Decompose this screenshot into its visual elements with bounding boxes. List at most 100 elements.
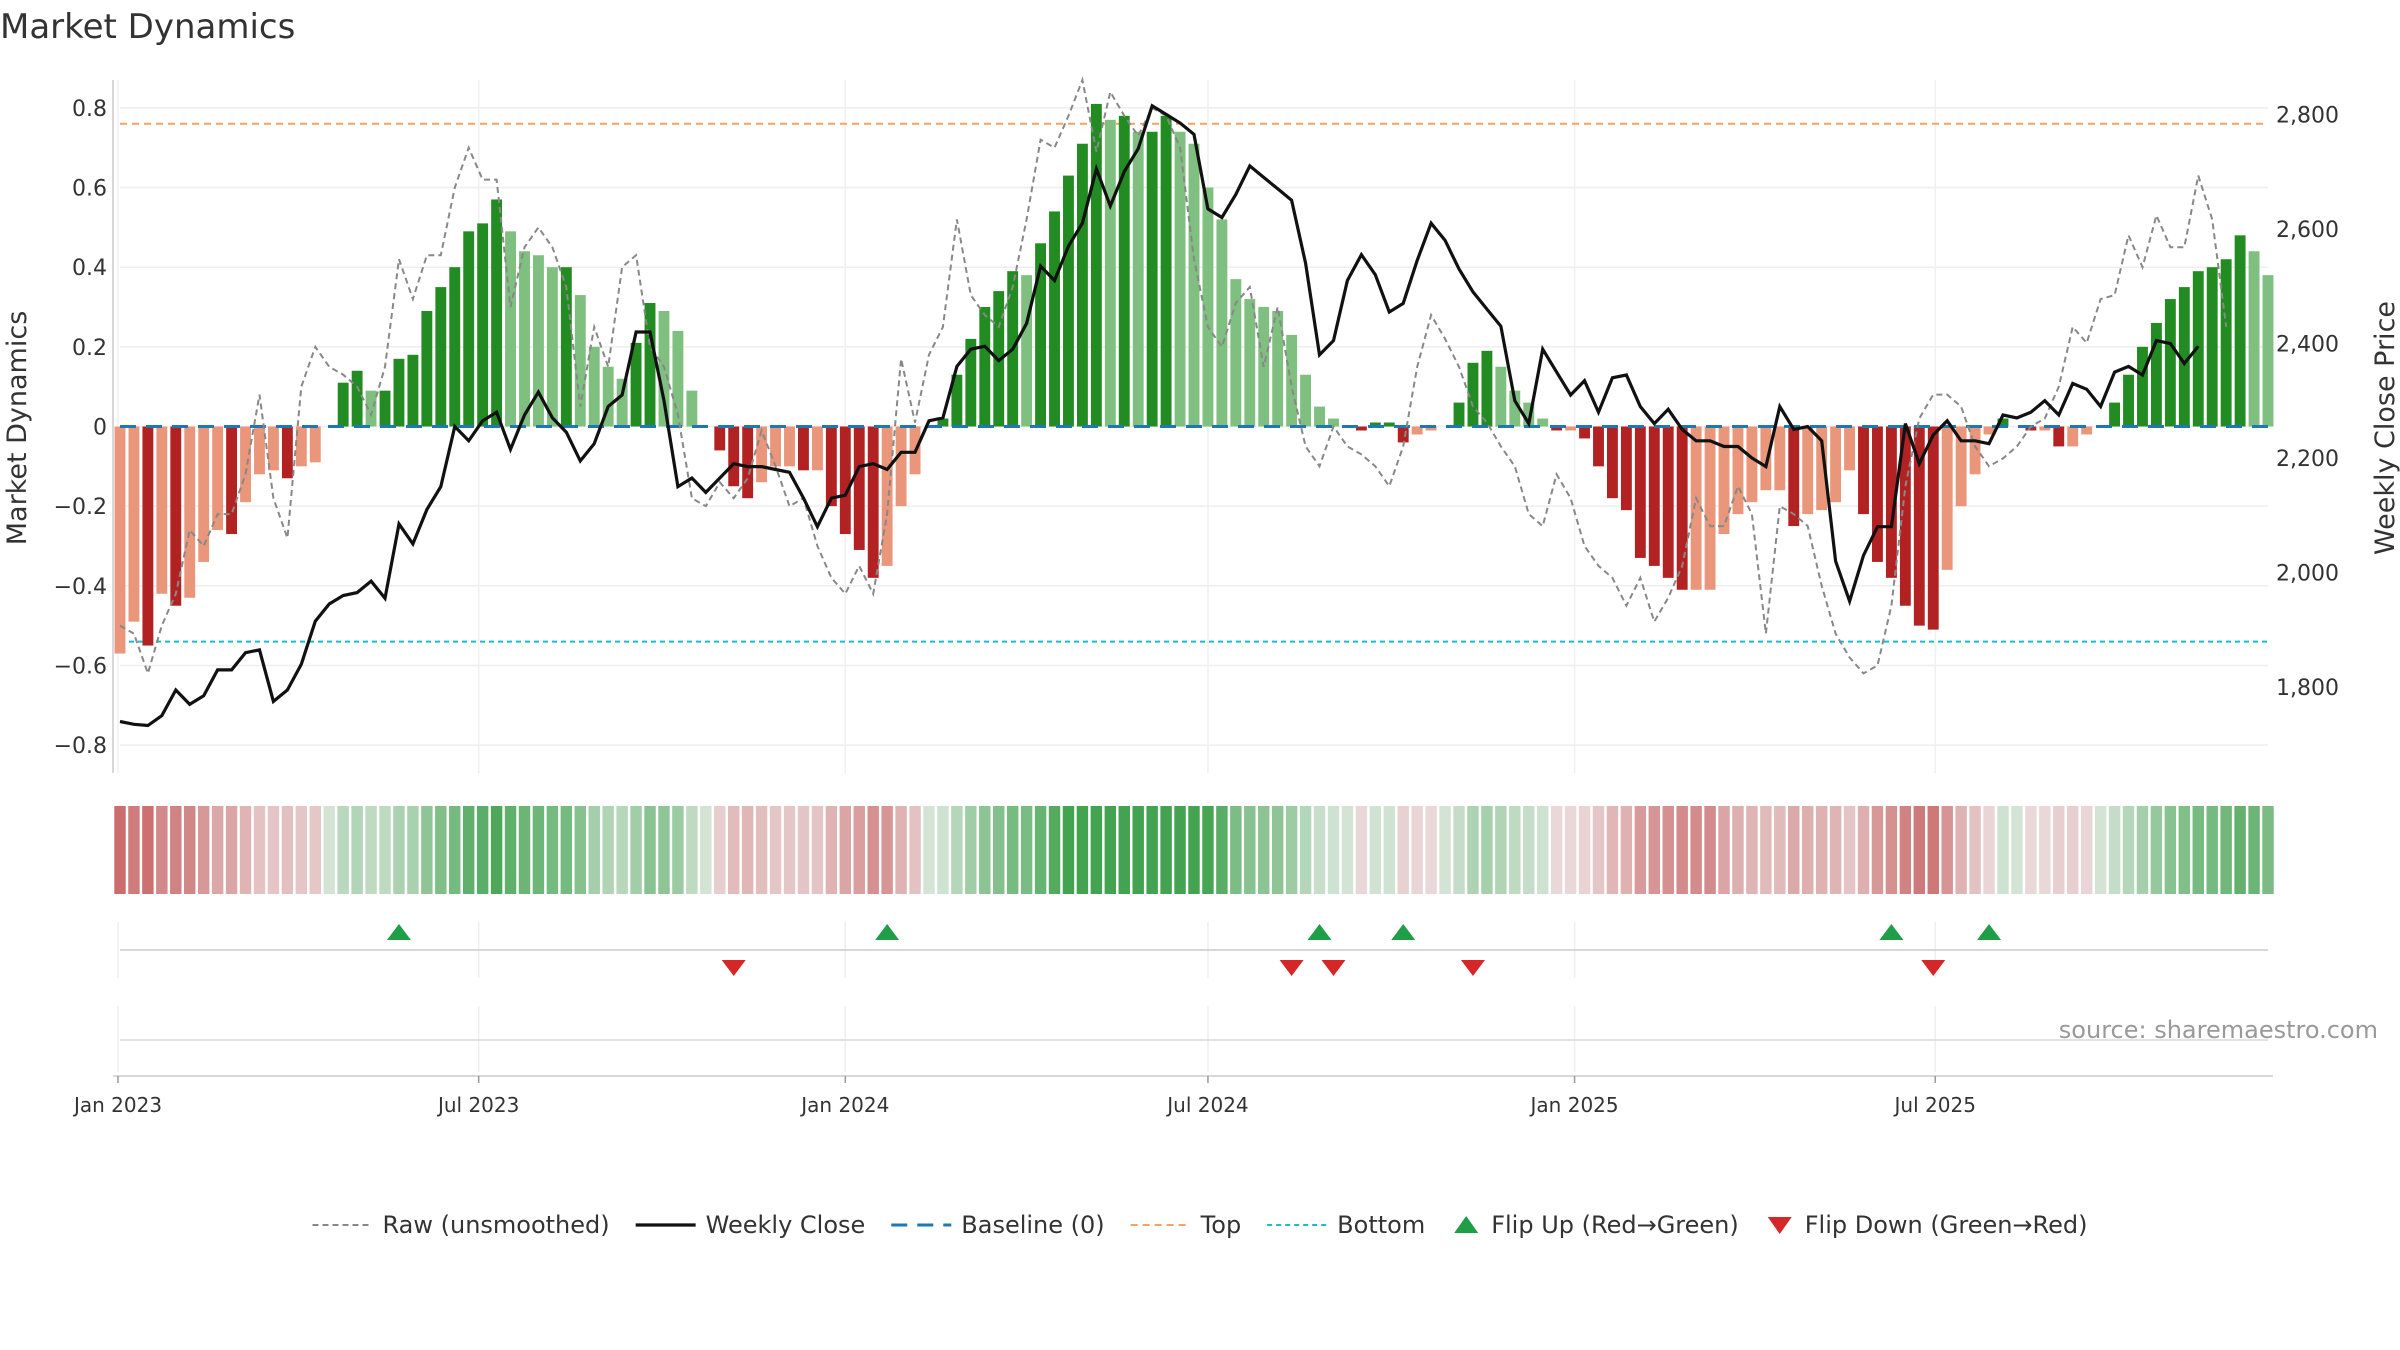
flip-up-marker [1879,924,1904,940]
source-credit: source: sharemaestro.com [2059,1016,2378,1044]
left-tick-label: −0.6 [54,654,107,679]
dynamics-bar [1146,131,1158,427]
dynamics-bar [1816,426,1828,511]
x-axis-ticks: Jan 2023 Jul 2023 Jan 2024 Jul 2024 Jan 2025… [72,1076,1976,1117]
heat-cell [1341,806,1354,894]
dynamics-bar [644,303,656,427]
legend-item-flipdown: Flip Down (Green→Red) [1767,1211,2088,1239]
flip-markers [386,924,2002,976]
heat-cell [616,806,628,894]
dynamics-bar [853,426,865,550]
legend-label: Flip Down (Green→Red) [1805,1211,2088,1239]
dynamics-bar [1425,426,1437,431]
dynamics-bar [1885,426,1897,578]
dynamics-bar [2178,287,2190,427]
dynamics-bar [1076,143,1088,427]
right-tick-label: 2,800 [2276,103,2339,128]
heat-cell [281,806,294,894]
dynamics-bar [895,426,907,507]
dynamics-bar [1132,131,1144,427]
heat-cell [1188,806,1200,894]
dynamics-bar [1230,279,1242,427]
heat-cell [1244,806,1256,894]
flip-down-marker [721,960,746,976]
heat-cell [909,806,921,894]
weekly-close-line [119,103,2200,728]
heat-cell [253,806,266,894]
heat-cell [1509,806,1521,894]
heat-cell [2164,806,2177,894]
dynamics-bar [881,426,893,566]
dynamics-bar [1495,366,1507,427]
heat-cell [1885,806,1898,894]
heat-cell [2039,806,2051,894]
left-tick-label: 0.6 [72,177,107,202]
dynamics-bar [1453,402,1465,427]
dynamics-bar [2220,259,2232,427]
dynamics-bar [114,426,126,654]
x-tick-label: Jan 2025 [1529,1093,1619,1117]
dynamics-bar [142,426,154,646]
heat-cell [2108,806,2121,894]
dynamics-bar [449,267,461,427]
legend-item-close: Weekly Close [635,1211,865,1239]
heat-cell [602,806,614,894]
heat-cell [365,806,377,894]
heat-cell [895,806,907,894]
heat-cell [1732,806,1744,894]
heat-cell [741,806,754,894]
dynamics-bar [226,426,238,535]
heat-cell [1048,806,1061,894]
heat-cell [1062,806,1075,894]
heat-cell [755,806,768,894]
heat-cell [2150,806,2163,894]
heat-cell [1411,806,1423,894]
dynamics-bar [784,426,795,467]
dynamics-bar [2039,426,2051,431]
dynamics-bar [2248,251,2260,427]
heat-cell [1104,806,1117,894]
flip-up-marker [386,924,411,940]
heat-cell [881,806,893,894]
right-axis-label: Weekly Close Price [2370,301,2400,555]
heat-cell [1076,806,1089,894]
heat-cell [1327,806,1340,894]
dynamics-bar [1202,187,1214,427]
dynamics-bar [798,426,809,471]
dynamics-bar [1634,426,1646,558]
heat-cell [1718,806,1730,894]
dynamics-bar [588,346,600,427]
right-tick-label: 2,600 [2276,218,2339,243]
heat-cell [184,806,196,894]
heat-cell [1536,806,1549,894]
heat-cell [1801,806,1814,894]
flip-panel [117,922,2268,978]
dynamics-bar [686,390,698,427]
left-tick-label: 0 [93,416,107,441]
heat-cell [2136,806,2149,894]
heat-cell [170,806,182,894]
legend-label: Flip Up (Red→Green) [1491,1211,1739,1239]
dynamics-bar [1830,426,1842,503]
heat-cell [2234,806,2246,894]
left-tick-label: 0.4 [72,256,107,281]
left-axis-label: Market Dynamics [2,311,33,546]
heat-cell [686,806,698,894]
heat-cell [1495,806,1507,894]
left-tick-label: −0.4 [54,575,107,600]
heat-cell [1704,806,1716,894]
heat-cell [1746,806,1758,894]
heat-cell [1132,806,1144,894]
heat-cell [1592,806,1605,894]
dynamics-bar [756,426,768,483]
heat-cell [867,806,879,894]
dynamics-bar [156,426,168,594]
legend-item-top: Top [1130,1211,1241,1239]
flip-down-marker [1279,960,1304,976]
x-tick-label: Jan 2023 [72,1093,162,1117]
flip-up-marker [1977,924,2002,940]
dynamics-bar [2262,275,2274,427]
left-tick-label: 0.2 [72,336,107,361]
dynamics-bar [742,426,754,499]
dynamics-bar [1104,119,1116,427]
